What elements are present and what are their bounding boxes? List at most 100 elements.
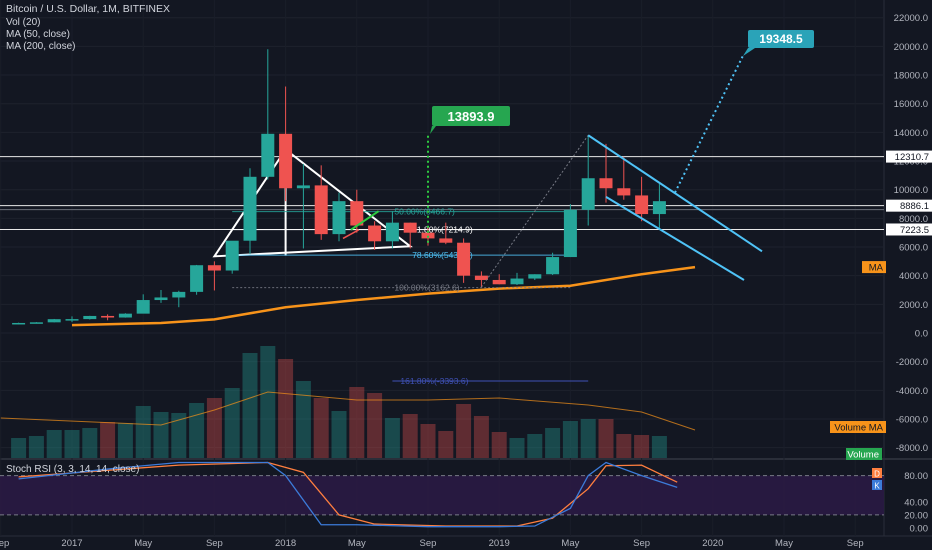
target-1-pointer: [430, 126, 436, 134]
candle-body: [101, 315, 115, 318]
symbol-title: Bitcoin / U.S. Dollar, 1M, BITFINEX: [6, 3, 170, 15]
volume-bar: [135, 406, 151, 458]
time-tick-label: Sep: [206, 538, 223, 549]
volume-bar: [260, 346, 276, 458]
volume-bar: [189, 403, 205, 458]
candle-body: [617, 188, 631, 196]
time-tick-label: Sep: [633, 538, 650, 549]
volume-bar: [349, 387, 365, 458]
candle-body: [190, 265, 204, 292]
volume-bar: [171, 413, 187, 458]
time-tick-label: Sep: [420, 538, 437, 549]
fib-50-label: 50.00%(8466.7): [394, 207, 455, 217]
price-tick-label: 8000.0: [899, 214, 928, 225]
fib-1618-label: 161.80%(-3393.6): [400, 376, 468, 386]
price-tag-8886-bg: [886, 199, 932, 212]
candle-body: [332, 201, 346, 235]
target-2-box: [748, 30, 814, 48]
candle-body: [581, 178, 595, 210]
candle-body: [563, 209, 577, 258]
candle-body: [403, 222, 417, 233]
volume-bar: [100, 422, 116, 458]
price-tick-label: 10000.0: [894, 185, 928, 196]
candle-body: [12, 322, 26, 325]
volume-bar: [545, 428, 561, 458]
candle-body: [599, 178, 613, 189]
time-tick-label: 2018: [275, 538, 296, 549]
price-tick-label: -8000.0: [896, 443, 928, 454]
candle-body: [65, 319, 79, 321]
volume-bar: [117, 423, 133, 458]
price-tag-7223: 7223.5: [900, 225, 929, 236]
volume-bar: [28, 436, 44, 458]
volume-bar: [295, 381, 311, 458]
volume-bar: [313, 398, 329, 458]
price-tick-label: -6000.0: [896, 414, 928, 425]
price-tick-label: 18000.0: [894, 71, 928, 82]
ma200-tag-bg: [862, 261, 886, 274]
stoch-k-marker: K: [874, 482, 880, 491]
volume-tag: Volume: [847, 450, 879, 461]
volume-bar: [580, 419, 596, 458]
target-2-projection: [674, 55, 744, 194]
channel-lower-line: [605, 196, 745, 281]
stoch-d-marker: D: [874, 470, 880, 479]
volume-bar: [278, 359, 294, 458]
candle-body: [243, 176, 257, 241]
candle-body: [457, 242, 471, 276]
volume-bar: [46, 430, 62, 458]
stoch-tick-label: 20.00: [904, 510, 928, 521]
candle-body: [154, 297, 168, 301]
stoch-d-marker-bg: [872, 468, 882, 478]
candle-body: [492, 279, 506, 285]
candle-body: [261, 133, 275, 177]
target-2-pointer: [743, 48, 755, 56]
target-1-label: 13893.9: [448, 109, 495, 124]
target-2-label: 19348.5: [759, 32, 803, 46]
volume-bar: [634, 435, 650, 458]
volume-bar: [562, 421, 578, 458]
breakout-arrow: [350, 210, 380, 231]
volume-bar: [331, 411, 347, 458]
price-tick-label: 6000.0: [899, 243, 928, 254]
volume-bar: [11, 438, 27, 458]
indicator-ma200: MA (200, close): [6, 41, 76, 52]
volume-bar: [82, 428, 98, 458]
price-tick-label: 16000.0: [894, 99, 928, 110]
price-tick-label: 14000.0: [894, 128, 928, 139]
price-tick-label: -2000.0: [896, 357, 928, 368]
volume-bar: [456, 404, 472, 458]
volume-ma-tag: Volume MA: [834, 423, 883, 434]
candle-body: [118, 313, 132, 318]
candle-body: [439, 238, 453, 243]
stoch-tick-label: 0.00: [910, 524, 929, 535]
volume-bar: [153, 412, 169, 458]
candle-body: [368, 225, 382, 242]
fib-618-label: 61.80%(7214.9): [412, 225, 473, 235]
candle-body: [279, 133, 293, 189]
volume-bar: [384, 418, 400, 458]
stoch-rsi-label: Stoch RSI (3, 3, 14, 14, close): [6, 464, 140, 475]
fib-100-label: 100.00%(3162.6): [394, 283, 459, 293]
candle-body: [528, 274, 542, 279]
stoch-tick-label: 80.00: [904, 471, 928, 482]
stoch-d-line: [18, 461, 678, 527]
fib-786-label: 78.60%(5432.7): [412, 250, 473, 260]
candle-body: [225, 240, 239, 271]
time-tick-label: 2020: [702, 538, 723, 549]
volume-bar: [651, 436, 667, 458]
candle-body: [510, 278, 524, 285]
volume-bar: [473, 416, 489, 458]
trend-projection: [480, 134, 589, 288]
candle-body: [635, 195, 649, 215]
stoch-k-line: [18, 461, 678, 528]
stoch-k-marker-bg: [872, 480, 882, 490]
candle-body: [172, 291, 186, 298]
volume-bar: [402, 414, 418, 458]
candle-body: [47, 319, 61, 323]
time-tick-label: Sep: [847, 538, 864, 549]
price-tag-12310-bg: [886, 150, 932, 163]
candle-body: [296, 185, 310, 189]
